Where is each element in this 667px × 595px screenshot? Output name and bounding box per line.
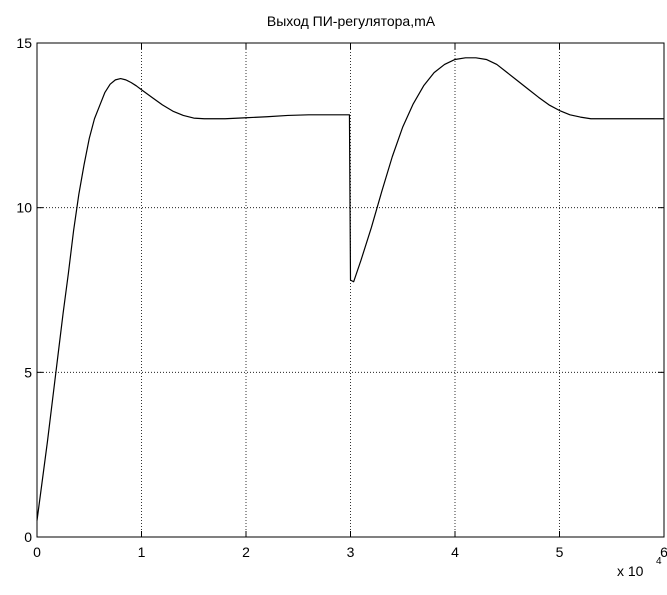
x-tick-label: 5 bbox=[556, 544, 564, 560]
x-tick-label: 3 bbox=[347, 544, 355, 560]
y-tick-label: 0 bbox=[24, 529, 32, 545]
y-tick-label: 5 bbox=[24, 364, 32, 380]
x-tick-label: 4 bbox=[451, 544, 459, 560]
grid-layer bbox=[37, 43, 664, 537]
line-layer bbox=[36, 57, 664, 521]
x-tick-label: 2 bbox=[242, 544, 250, 560]
x-axis-multiplier-exponent: 4 bbox=[656, 556, 662, 567]
y-tick-label: 15 bbox=[16, 35, 32, 51]
x-axis-multiplier-base: x 10 bbox=[617, 563, 644, 579]
tick-layer bbox=[36, 42, 665, 538]
y-tick-label: 10 bbox=[16, 200, 32, 216]
x-tick-label: 1 bbox=[138, 544, 146, 560]
x-tick-label: 0 bbox=[33, 544, 41, 560]
tick-label-layer: 0 1 2 3 4 5 6 0 5 10 15 bbox=[16, 35, 667, 560]
chart-title: Выход ПИ-регулятора,mA bbox=[267, 13, 436, 29]
x-tick-label: 6 bbox=[660, 544, 667, 560]
series-line-1 bbox=[36, 57, 664, 521]
